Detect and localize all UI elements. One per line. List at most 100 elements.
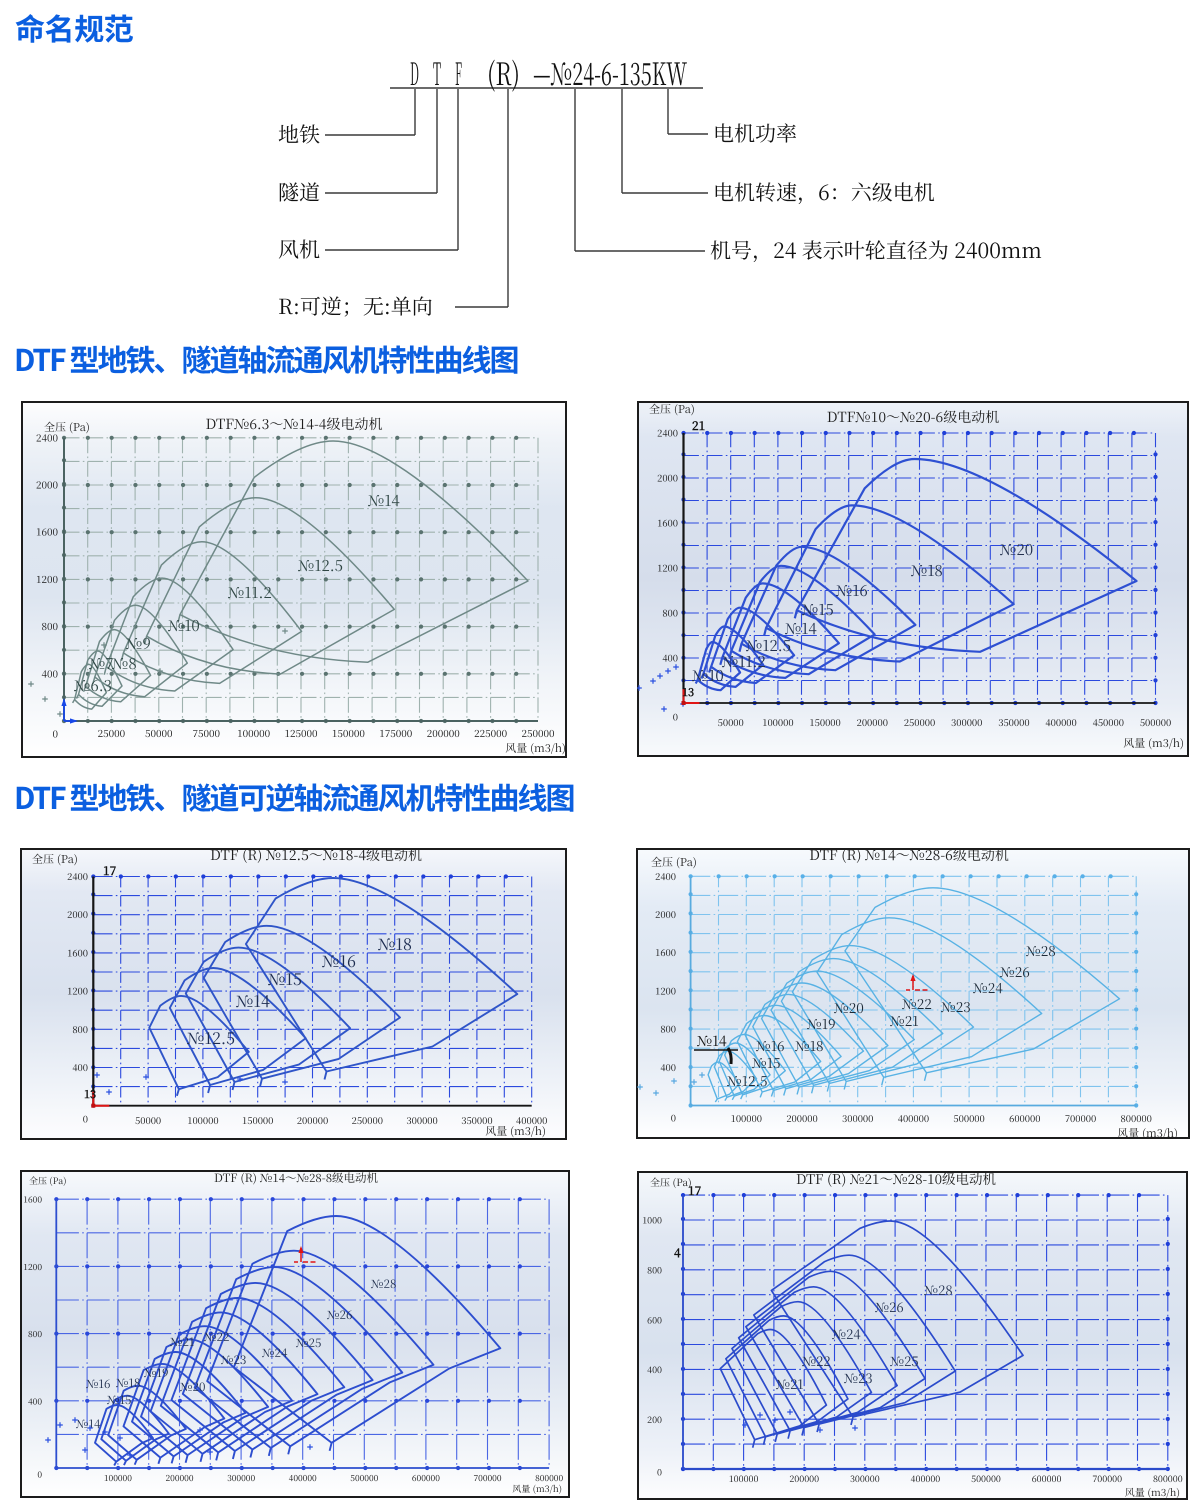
svg-text:450000: 450000 (1093, 715, 1124, 729)
svg-text:№16: №16 (836, 580, 868, 601)
svg-text:№16: №16 (86, 1376, 110, 1392)
svg-text:0: 0 (37, 1469, 42, 1481)
svg-text:800000: 800000 (1121, 1111, 1152, 1125)
svg-text:风量 (m3/h): 风量 (m3/h) (1125, 1484, 1180, 1499)
svg-text:50000: 50000 (135, 1113, 161, 1127)
svg-text:225000: 225000 (474, 725, 508, 740)
svg-text:1600: 1600 (67, 945, 88, 959)
svg-text:2000: 2000 (36, 477, 59, 492)
svg-text:(R): (R) (487, 49, 520, 94)
svg-text:№7: №7 (89, 653, 114, 674)
svg-text:№26: №26 (1000, 961, 1030, 981)
svg-text:2000: 2000 (67, 907, 88, 921)
svg-text:DTF (R) №14～№28-8级电动机: DTF (R) №14～№28-8级电动机 (214, 1170, 379, 1186)
svg-text:400: 400 (42, 665, 59, 680)
svg-text:400000: 400000 (1045, 715, 1076, 729)
svg-text:500000: 500000 (971, 1472, 1001, 1485)
svg-text:600000: 600000 (1009, 1111, 1040, 1125)
svg-text:700000: 700000 (1092, 1472, 1122, 1485)
svg-text:全压 (Pa): 全压 (Pa) (650, 1174, 692, 1189)
svg-text:300000: 300000 (406, 1113, 437, 1127)
svg-text:电机功率: 电机功率 (713, 118, 797, 148)
svg-text:600000: 600000 (1032, 1472, 1062, 1485)
svg-text:0: 0 (673, 710, 678, 724)
svg-text:№16: №16 (756, 1035, 785, 1055)
svg-text:1600: 1600 (655, 945, 676, 959)
svg-text:17: 17 (688, 1182, 702, 1199)
svg-text:№22: №22 (902, 993, 932, 1013)
svg-text:№20: №20 (834, 997, 864, 1017)
svg-text:№28: №28 (1026, 940, 1056, 960)
svg-text:№22: №22 (204, 1329, 229, 1345)
svg-text:400: 400 (72, 1060, 88, 1074)
svg-text:DTF (R) №14～№28-6级电动机: DTF (R) №14～№28-6级电动机 (809, 848, 1009, 865)
svg-text:200000: 200000 (786, 1111, 817, 1125)
svg-text:№23: №23 (844, 1368, 873, 1387)
svg-text:№15: №15 (752, 1052, 781, 1072)
svg-text:№24: №24 (262, 1345, 288, 1361)
svg-text:1200: 1200 (36, 571, 59, 586)
svg-text:2400: 2400 (657, 426, 678, 440)
svg-text:风量 (m3/h): 风量 (m3/h) (485, 1123, 546, 1139)
svg-text:DTF (R) №21～№28-10级电动机: DTF (R) №21～№28-10级电动机 (796, 1171, 997, 1188)
svg-text:№21: №21 (776, 1374, 804, 1393)
svg-text:150000: 150000 (809, 715, 840, 729)
svg-text:隧道: 隧道 (278, 177, 320, 207)
svg-text:№20: №20 (1000, 539, 1033, 560)
svg-text:№25: №25 (890, 1351, 919, 1370)
svg-text:150000: 150000 (332, 725, 366, 740)
svg-text:25000: 25000 (98, 725, 126, 740)
svg-text:№14: №14 (368, 490, 400, 511)
svg-text:DTF№6.3～№14-4级电动机: DTF№6.3～№14-4级电动机 (205, 414, 382, 434)
svg-text:800: 800 (660, 1022, 676, 1036)
svg-text:№18: №18 (378, 932, 412, 955)
svg-text:100000: 100000 (729, 1472, 759, 1485)
svg-text:№23: №23 (221, 1352, 246, 1368)
svg-text:2000: 2000 (655, 907, 676, 921)
svg-text:№14: №14 (785, 618, 817, 639)
svg-text:№19: №19 (144, 1365, 168, 1381)
svg-text:800000: 800000 (1153, 1472, 1183, 1485)
svg-text:250000: 250000 (904, 715, 935, 729)
svg-text:№10: №10 (692, 665, 724, 686)
svg-text:№18: №18 (116, 1375, 140, 1391)
svg-text:1600: 1600 (23, 1194, 42, 1206)
svg-text:№24: №24 (973, 977, 1003, 997)
svg-text:2400: 2400 (36, 429, 59, 444)
svg-text:№15: №15 (802, 599, 834, 620)
svg-text:50000: 50000 (145, 725, 173, 740)
svg-text:№23: №23 (941, 996, 971, 1016)
svg-text:№26: №26 (327, 1307, 352, 1323)
svg-text:风机: 风机 (278, 234, 320, 264)
svg-text:200000: 200000 (165, 1472, 193, 1484)
svg-text:全压 (Pa): 全压 (Pa) (44, 419, 90, 435)
svg-text:250000: 250000 (352, 1113, 383, 1127)
svg-text:600000: 600000 (412, 1472, 440, 1484)
svg-text:1200: 1200 (657, 561, 678, 575)
svg-text:800: 800 (28, 1328, 42, 1340)
svg-text:4: 4 (674, 1244, 681, 1261)
svg-text:地铁: 地铁 (278, 119, 320, 149)
svg-text:№20: №20 (180, 1379, 205, 1395)
svg-text:500000: 500000 (350, 1472, 378, 1484)
svg-text:500000: 500000 (953, 1111, 984, 1125)
svg-text:机号，24 表示叶轮直径为 2400mm: 机号，24 表示叶轮直径为 2400mm (710, 235, 1042, 265)
svg-text:R:可逆；无:单向: R:可逆；无:单向 (278, 291, 433, 321)
svg-text:100000: 100000 (104, 1472, 132, 1484)
svg-text:全压 (Pa): 全压 (Pa) (649, 401, 695, 417)
svg-text:1200: 1200 (655, 983, 676, 997)
svg-text:0: 0 (53, 726, 59, 741)
svg-text:800: 800 (72, 1022, 88, 1036)
svg-text:350000: 350000 (461, 1113, 492, 1127)
svg-text:13: 13 (682, 684, 694, 700)
svg-text:风量 (m3/h): 风量 (m3/h) (1123, 735, 1184, 751)
svg-text:№28: №28 (371, 1276, 396, 1292)
svg-text:1600: 1600 (657, 516, 678, 530)
svg-text:№12.5: №12.5 (727, 1070, 768, 1090)
svg-text:75000: 75000 (192, 725, 220, 740)
svg-text:400: 400 (28, 1395, 42, 1407)
svg-text:100000: 100000 (762, 715, 793, 729)
svg-text:№15: №15 (268, 967, 302, 990)
svg-text:200000: 200000 (789, 1472, 819, 1485)
svg-text:№12.5: №12.5 (746, 635, 791, 656)
